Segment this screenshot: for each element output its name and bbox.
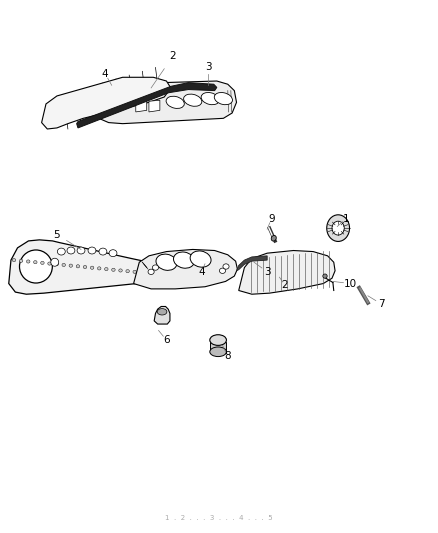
Ellipse shape [210, 335, 226, 345]
Ellipse shape [48, 262, 51, 265]
Polygon shape [237, 256, 267, 271]
Ellipse shape [148, 269, 154, 274]
Text: 10: 10 [344, 279, 357, 288]
Polygon shape [239, 251, 335, 294]
Ellipse shape [323, 274, 327, 278]
Polygon shape [77, 83, 217, 128]
Ellipse shape [90, 266, 94, 269]
Ellipse shape [173, 252, 194, 268]
Ellipse shape [69, 264, 73, 267]
Ellipse shape [210, 347, 226, 357]
Ellipse shape [332, 221, 344, 235]
Ellipse shape [166, 96, 184, 108]
Text: 9: 9 [268, 214, 275, 223]
Ellipse shape [20, 250, 53, 283]
Ellipse shape [12, 259, 16, 262]
Ellipse shape [105, 268, 108, 271]
Ellipse shape [62, 263, 65, 266]
Ellipse shape [190, 251, 211, 267]
Polygon shape [210, 342, 226, 352]
Ellipse shape [57, 248, 65, 255]
Text: 7: 7 [378, 299, 385, 309]
Ellipse shape [147, 272, 151, 275]
Ellipse shape [109, 249, 117, 257]
Polygon shape [96, 81, 237, 124]
Ellipse shape [19, 259, 23, 262]
Ellipse shape [214, 93, 233, 104]
Ellipse shape [271, 236, 276, 241]
Text: 4: 4 [198, 267, 205, 277]
Ellipse shape [77, 247, 85, 254]
Ellipse shape [327, 215, 350, 241]
Polygon shape [134, 249, 237, 289]
Ellipse shape [67, 247, 75, 254]
Text: 8: 8 [224, 351, 231, 361]
Text: 1: 1 [343, 214, 350, 223]
Ellipse shape [76, 265, 80, 268]
Ellipse shape [133, 270, 137, 273]
Polygon shape [154, 306, 170, 324]
Text: 6: 6 [163, 335, 170, 345]
Ellipse shape [119, 269, 122, 272]
Ellipse shape [34, 261, 37, 264]
Ellipse shape [219, 268, 226, 273]
Ellipse shape [99, 248, 107, 255]
Ellipse shape [26, 260, 30, 263]
Ellipse shape [201, 93, 219, 104]
Ellipse shape [184, 94, 202, 106]
Text: 5: 5 [53, 230, 60, 239]
Text: 4: 4 [102, 69, 109, 78]
Ellipse shape [112, 268, 115, 271]
Ellipse shape [223, 264, 229, 269]
Text: 3: 3 [264, 267, 271, 277]
Ellipse shape [55, 263, 58, 266]
Polygon shape [149, 100, 160, 112]
Ellipse shape [83, 265, 87, 269]
Text: 2: 2 [281, 280, 288, 290]
Ellipse shape [156, 254, 177, 270]
Polygon shape [136, 100, 147, 112]
Ellipse shape [157, 309, 167, 315]
Ellipse shape [152, 265, 159, 270]
Polygon shape [9, 240, 159, 294]
Ellipse shape [140, 271, 144, 274]
Text: 2: 2 [170, 51, 177, 61]
Text: 1  .  2  .  .  .  3  .  .  .  4  .  .  .  5: 1 . 2 . . . 3 . . . 4 . . . 5 [165, 515, 273, 521]
Ellipse shape [51, 258, 59, 266]
Ellipse shape [126, 270, 129, 273]
Ellipse shape [88, 247, 96, 254]
Polygon shape [42, 77, 171, 129]
Ellipse shape [41, 261, 44, 264]
Ellipse shape [98, 267, 101, 270]
Text: 3: 3 [205, 62, 212, 71]
